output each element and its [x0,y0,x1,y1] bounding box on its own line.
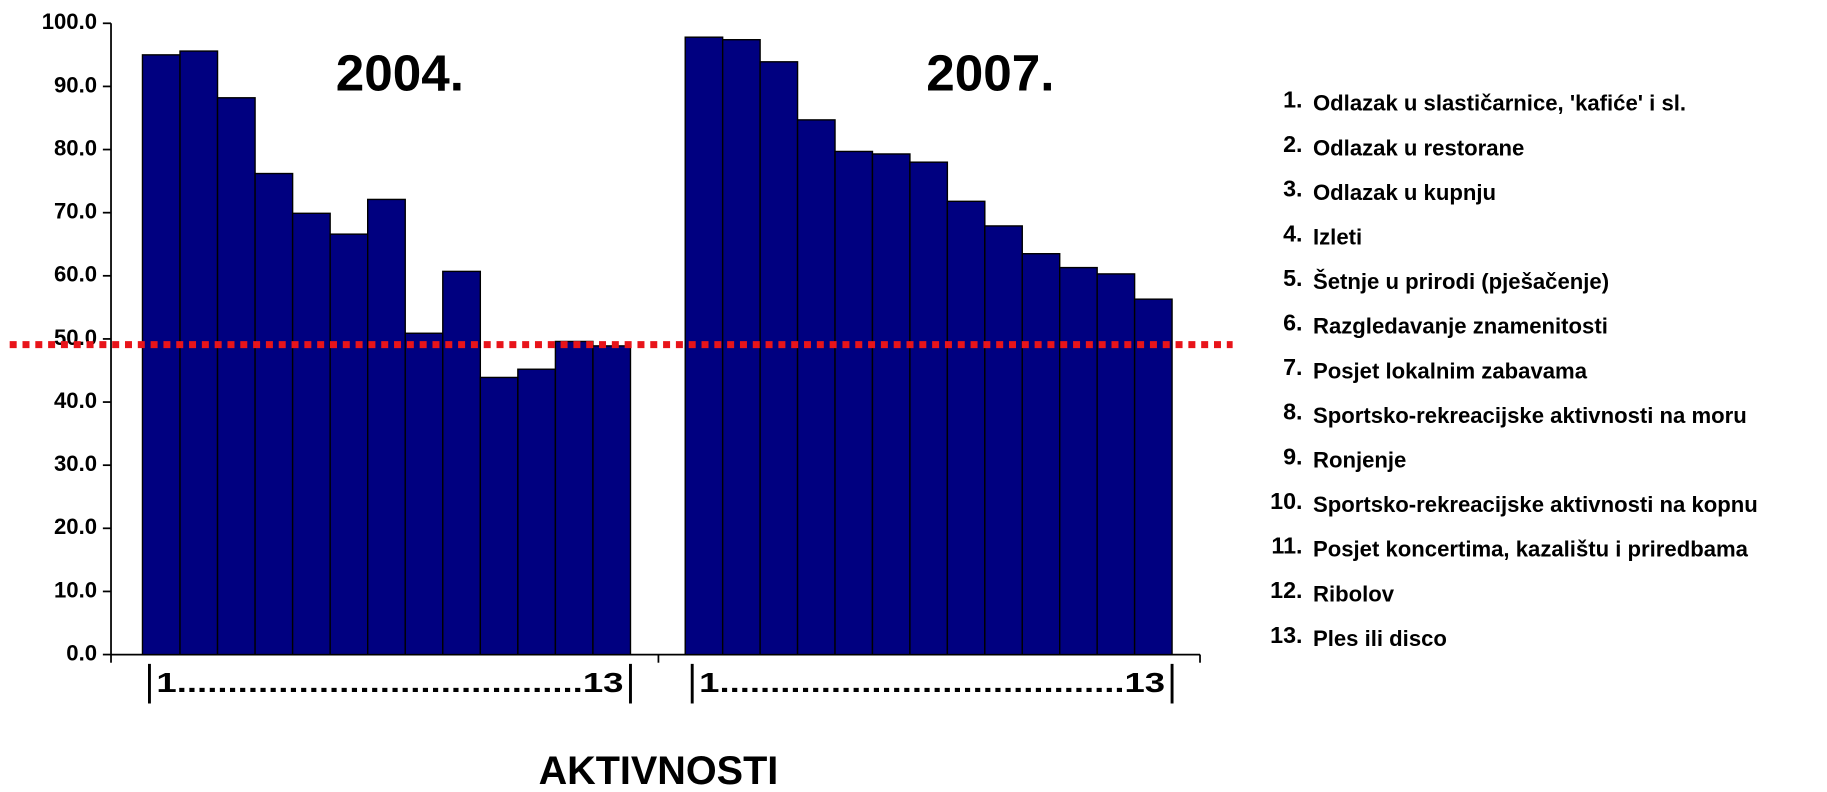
bar [179,50,219,656]
legend-number: 7. [1283,354,1302,380]
bar [834,150,874,656]
y-tick-label: 20.0 [54,514,97,539]
legend-label: Ronjenje [1313,448,1406,473]
bar [1096,273,1136,656]
legend-number: 12. [1270,577,1302,603]
x-axis-label: AKTIVNOSTI [539,749,779,792]
legend-number: 10. [1270,488,1302,514]
y-tick-label: 60.0 [54,262,97,287]
bar [216,97,256,656]
bar [141,54,181,656]
bar [1133,298,1173,656]
bar [796,119,836,656]
y-tick-label: 100.0 [42,9,97,34]
bar [909,161,949,656]
bar [984,225,1023,656]
x-tick-label: 1.......................................… [699,667,1165,698]
y-tick-label: 10.0 [54,577,97,602]
bar [479,376,519,656]
bar [1021,253,1061,656]
legend-number: 4. [1283,220,1302,246]
legend-number: 6. [1283,310,1302,336]
bar [254,172,294,656]
y-tick-label: 80.0 [54,135,97,160]
bar [554,340,594,656]
legend-number: 11. [1271,533,1302,559]
legend-label: Ples ili disco [1313,626,1447,651]
bar [946,200,986,656]
legend-label: Posjet koncertima, kazalištu i priredbam… [1313,537,1749,562]
panel-title: 2004. [336,44,464,101]
panel-title: 2007. [926,44,1054,101]
y-tick-label: 90.0 [54,72,97,97]
legend-label: Odlazak u restorane [1313,135,1524,160]
y-tick-label: 70.0 [54,199,97,224]
bar [329,233,369,656]
legend-label: Sportsko-rekreacijske aktivnosti na kopn… [1313,492,1758,517]
legend-number: 8. [1283,399,1302,425]
bar [759,61,799,656]
legend-label: Razgledavanje znamenitosti [1313,314,1608,339]
legend-number: 1. [1283,86,1302,112]
legend-number: 2. [1283,131,1302,157]
legend-label: Posjet lokalnim zabavama [1313,358,1588,383]
bar [367,198,406,656]
legend-label: Izleti [1313,224,1362,249]
legend-number: 13. [1270,622,1302,648]
legend-number: 5. [1283,265,1302,291]
legend-label: Odlazak u slastičarnice, 'kafiće' i sl. [1313,91,1686,116]
y-tick-label: 40.0 [54,388,97,413]
bar [1059,266,1098,656]
legend-label: Ribolov [1313,581,1395,606]
legend-number: 9. [1283,443,1302,469]
y-tick-label: 30.0 [54,451,97,476]
legend-label: Šetnje u prirodi (pješačenje) [1313,269,1609,294]
bar [592,345,632,656]
bar [871,153,911,656]
bar [291,212,331,656]
legend-number: 3. [1283,176,1302,202]
legend-label: Sportsko-rekreacijske aktivnosti na moru [1313,403,1747,428]
bar [517,368,557,656]
bar [404,332,444,656]
bar [442,270,482,656]
legend-label: Odlazak u kupnju [1313,180,1496,205]
x-tick-label: 1.......................................… [156,667,623,698]
y-tick-label: 0.0 [66,640,97,665]
